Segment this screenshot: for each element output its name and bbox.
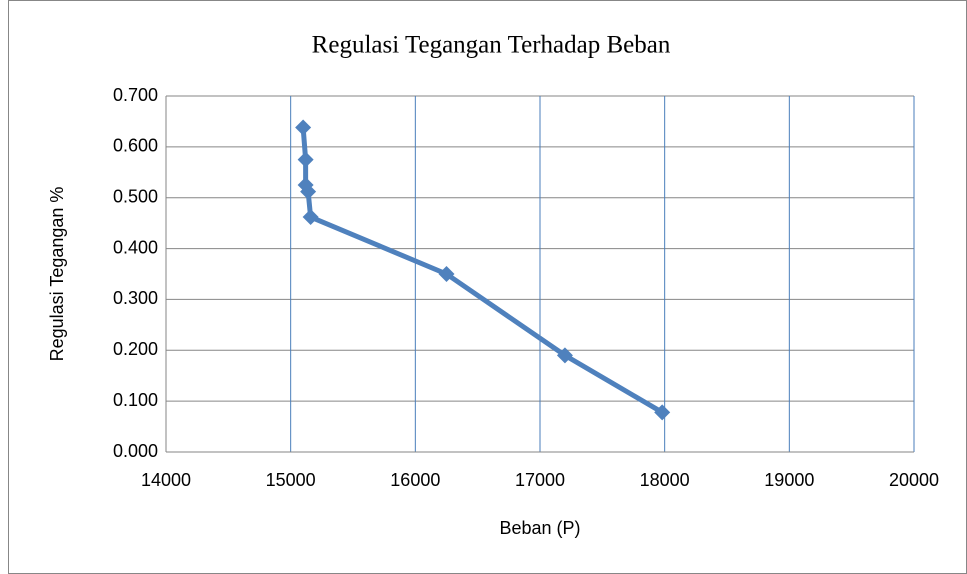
y-axis-label: Regulasi Tegangan % [47, 187, 67, 362]
y-tick-label: 0.600 [113, 136, 158, 156]
data-point [302, 209, 319, 226]
data-point [295, 119, 312, 136]
x-tick-label: 16000 [390, 470, 440, 490]
y-tick-label: 0.400 [113, 237, 158, 257]
chart-title: Regulasi Tegangan Terhadap Beban [312, 32, 671, 59]
data-point [297, 151, 314, 168]
data-point [654, 404, 671, 421]
y-tick-label: 0.500 [113, 186, 158, 206]
data-point [300, 183, 317, 200]
x-tick-label: 17000 [515, 470, 565, 490]
y-tick-label: 0.100 [113, 390, 158, 410]
y-tick-label: 0.200 [113, 339, 158, 359]
y-tick-label: 0.300 [113, 288, 158, 308]
x-tick-label: 20000 [889, 470, 939, 490]
y-tick-label: 0.700 [113, 85, 158, 105]
x-tick-label: 14000 [141, 470, 191, 490]
x-tick-label: 15000 [266, 470, 316, 490]
x-tick-label: 19000 [764, 470, 814, 490]
x-tick-label: 18000 [640, 470, 690, 490]
data-point [438, 266, 455, 282]
y-tick-label: 0.000 [113, 441, 158, 461]
data-point [556, 347, 573, 364]
x-axis-label: Beban (P) [499, 518, 580, 538]
